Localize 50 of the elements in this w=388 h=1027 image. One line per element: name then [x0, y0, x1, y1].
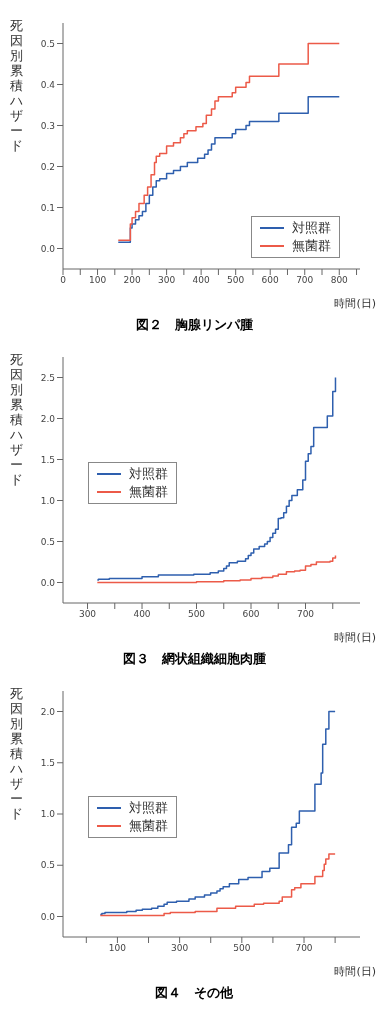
y-tick-label: 0.5 [40, 860, 55, 871]
y-tick-label: 2.0 [40, 706, 56, 717]
y-tick-label: 0.2 [40, 161, 55, 172]
x-tick-label: 400 [133, 609, 151, 620]
y-tick-label: 1.0 [40, 495, 56, 506]
x-tick-label: 300 [78, 609, 97, 620]
legend-label: 対照群 [129, 465, 168, 483]
x-axis-title: 時間(日) [334, 630, 376, 645]
x-tick-label: 300 [158, 275, 176, 286]
x-tick-label: 600 [242, 609, 260, 620]
x-tick-label: 200 [123, 275, 141, 286]
legend-label: 無菌群 [292, 237, 331, 255]
y-tick-label: 0.3 [40, 120, 55, 131]
y-tick-label: 0.0 [40, 243, 56, 254]
y-tick-label: 0.1 [40, 202, 55, 213]
legend-label: 無菌群 [129, 483, 168, 501]
y-tick-label: 0.0 [40, 911, 56, 922]
text: 死因別累積ハザード [9, 686, 23, 821]
y-tick-label: 1.5 [40, 757, 55, 768]
x-tick-label: 600 [261, 275, 280, 286]
y-tick-label: 1.5 [40, 454, 55, 465]
y-tick-label: 0.0 [40, 577, 56, 588]
y-tick-label: 1.0 [40, 809, 56, 820]
x-tick-label: 0 [60, 275, 67, 286]
y-tick-label: 0.4 [40, 79, 56, 90]
x-tick-label: 700 [296, 275, 314, 286]
x-tick-label: 500 [187, 609, 206, 620]
legend-label: 対照群 [129, 799, 168, 817]
x-tick-label: 700 [295, 943, 313, 954]
legend-label: 対照群 [292, 219, 331, 237]
x-axis-title: 時間(日) [334, 296, 376, 311]
y-tick-label: 2.0 [40, 413, 56, 424]
text: 図３ 網状組織細胞肉腫 [121, 650, 267, 668]
text: 図２ 胸腺リンパ腫 [134, 316, 254, 334]
text: 死因別累積ハザード [9, 352, 23, 487]
x-tick-label: 400 [192, 275, 210, 286]
y-tick-label: 2.5 [40, 372, 55, 383]
x-tick-label: 100 [108, 943, 127, 954]
x-tick-label: 700 [296, 609, 315, 620]
text: 図４ その他 [154, 984, 234, 1002]
y-tick-label: 0.5 [40, 536, 55, 547]
text: 死因別累積ハザード [9, 18, 23, 153]
x-tick-label: 500 [227, 275, 245, 286]
x-tick-label: 100 [88, 275, 107, 286]
y-tick-label: 0.5 [40, 38, 55, 49]
x-tick-label: 800 [330, 275, 349, 286]
x-tick-label: 300 [171, 943, 189, 954]
legend-label: 無菌群 [129, 817, 168, 835]
x-axis-title: 時間(日) [334, 964, 376, 979]
x-tick-label: 500 [233, 943, 251, 954]
